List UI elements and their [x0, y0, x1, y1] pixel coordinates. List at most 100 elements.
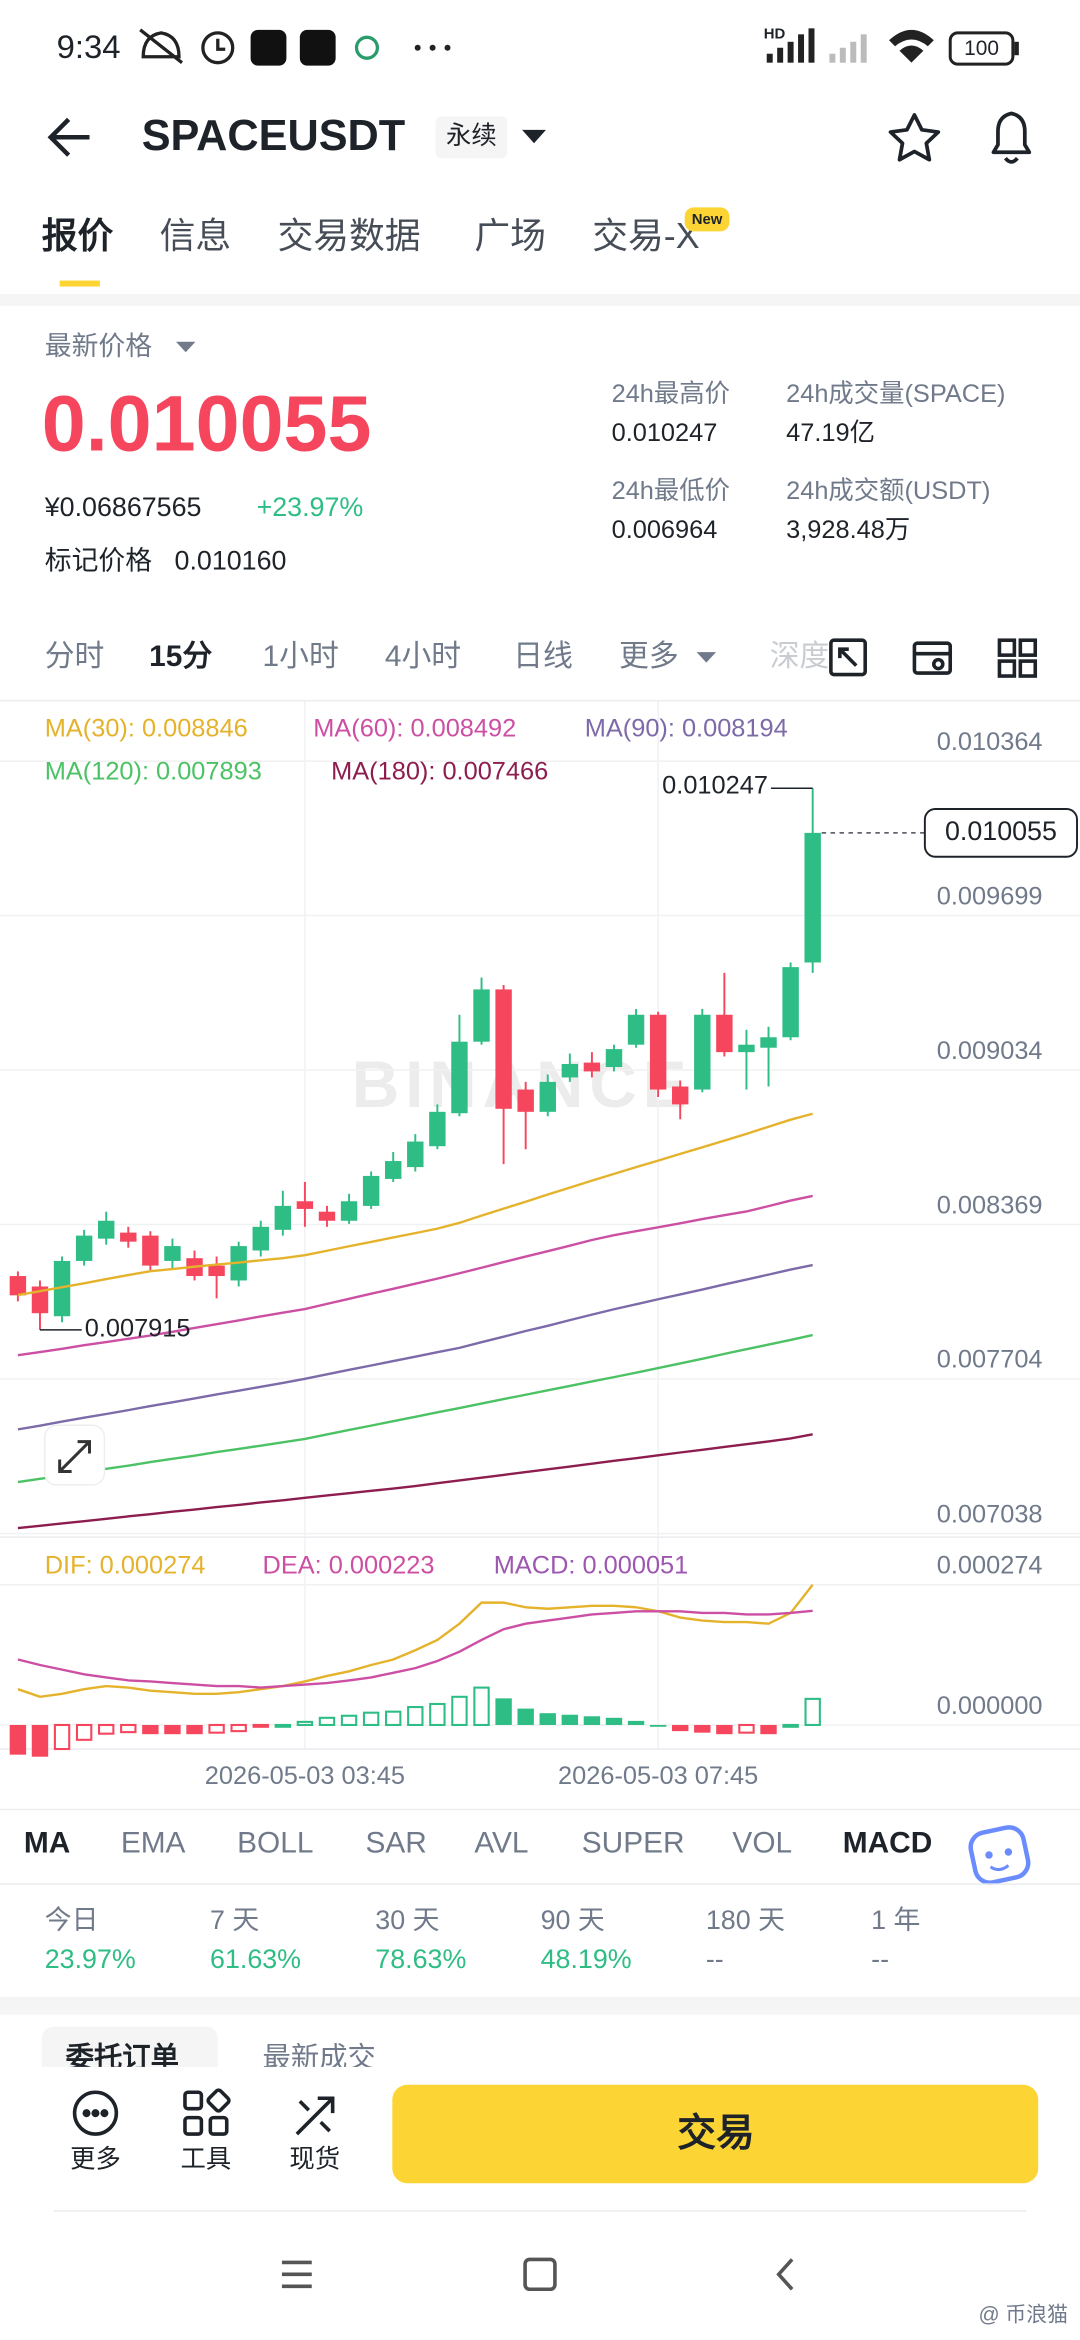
bottom-nav-label[interactable]: 更多 — [70, 2146, 121, 2174]
macd-bar — [142, 1724, 159, 1735]
candle-body — [75, 1235, 93, 1261]
macd-bar — [31, 1724, 49, 1757]
tab-indicator — [59, 280, 100, 287]
macd-bar — [473, 1686, 490, 1727]
macd-bar — [672, 1724, 689, 1732]
indicator-tab[interactable]: SAR — [365, 1826, 426, 1859]
indicator-tab[interactable]: SUPER — [582, 1826, 685, 1859]
macd-bar — [517, 1708, 534, 1725]
y-tick-label: 0.009699 — [937, 882, 1043, 910]
candle-body — [362, 1175, 380, 1206]
macd-bar — [561, 1714, 579, 1725]
candle-body — [296, 1201, 314, 1209]
symbol-dropdown[interactable] — [522, 129, 546, 144]
interval[interactable]: 4小时 — [385, 640, 461, 673]
divider — [0, 1996, 1080, 2015]
low-annotation: 0.007915 — [85, 1315, 191, 1343]
stat-label: 24h最高价 — [612, 380, 730, 408]
macd-bar — [9, 1724, 27, 1755]
tab[interactable]: 交易数据 — [277, 216, 420, 256]
performance-label: 今日 — [45, 1905, 99, 1935]
indicator-tab[interactable]: MA — [24, 1826, 70, 1859]
performance-label: 7 天 — [210, 1905, 259, 1935]
y-tick-label: 0.007704 — [937, 1346, 1043, 1374]
macd-bar — [738, 1723, 755, 1734]
indicator-tab[interactable]: MACD — [843, 1826, 932, 1859]
candle-body — [142, 1235, 159, 1266]
divider — [0, 699, 1080, 702]
tab[interactable]: 报价 — [42, 216, 114, 256]
tab[interactable]: 交易-X — [592, 216, 699, 256]
bottom-nav-label[interactable]: 现货 — [289, 2146, 340, 2174]
y-tick-label: 0.007038 — [937, 1500, 1043, 1528]
symbol[interactable]: SPACEUSDT — [142, 112, 405, 160]
candle-body — [429, 1111, 446, 1147]
interval[interactable]: 15分 — [149, 640, 212, 673]
battery-level: 100 — [964, 37, 999, 60]
tab[interactable]: 广场 — [474, 216, 546, 256]
candle-body — [649, 1014, 667, 1090]
stat-value: 0.006964 — [612, 516, 718, 544]
performance-value: 78.63% — [375, 1944, 466, 1974]
interval[interactable]: 1小时 — [263, 640, 339, 673]
signal-icons — [766, 28, 1019, 66]
macd-bar — [274, 1723, 292, 1728]
candle-body — [694, 1014, 711, 1090]
candle-body — [583, 1062, 601, 1072]
candle-body — [672, 1086, 689, 1105]
interval[interactable]: 日线 — [513, 640, 573, 673]
indicator-tab[interactable]: VOL — [732, 1826, 792, 1859]
system-nav[interactable] — [281, 2257, 794, 2292]
status-time: 9:34 — [57, 28, 121, 65]
candle-body — [252, 1226, 269, 1251]
bottom-nav-label[interactable]: 工具 — [180, 2146, 231, 2174]
legend-entry: MA(120): 0.007893 — [45, 758, 262, 786]
interval[interactable]: 分时 — [45, 640, 105, 673]
stat-label: 24h最低价 — [612, 477, 730, 505]
macd-bar — [75, 1723, 93, 1741]
indicator-tab[interactable]: EMA — [121, 1826, 186, 1859]
macd-bar — [340, 1714, 358, 1727]
candle-body — [9, 1276, 27, 1296]
stat-label: 24h成交量(SPACE) — [786, 380, 1005, 408]
back-button[interactable] — [47, 117, 90, 157]
candle-body — [539, 1081, 556, 1112]
interval[interactable]: 更多 — [619, 640, 679, 673]
ma-line — [17, 1112, 813, 1297]
candle-body — [804, 832, 821, 963]
trade-button[interactable] — [392, 2084, 1039, 2184]
tab[interactable]: 信息 — [160, 216, 232, 256]
assistant-icon[interactable] — [968, 1825, 1031, 1886]
more-dropdown[interactable] — [696, 652, 717, 663]
mark-price: 0.010160 — [175, 546, 287, 576]
bottom-icons[interactable] — [72, 2088, 335, 2136]
legend-entry: DEA: 0.000223 — [263, 1552, 435, 1580]
macd-bar — [120, 1723, 137, 1734]
x-tick-label: 2026-05-03 03:45 — [205, 1762, 405, 1790]
divider — [0, 1808, 1080, 1811]
macd-bar — [164, 1724, 181, 1735]
macd-bar — [362, 1711, 380, 1727]
candle-body — [716, 1014, 733, 1053]
candle-body — [120, 1232, 137, 1242]
ma-line — [17, 1263, 813, 1431]
y-tick-label: 0.010364 — [937, 728, 1043, 756]
candle-body — [340, 1201, 358, 1221]
macd-line — [17, 1583, 814, 1699]
last-price: 0.010055 — [42, 379, 372, 468]
alert-button[interactable] — [991, 111, 1032, 164]
price-type-dropdown[interactable] — [176, 341, 196, 353]
interval[interactable]: 深度 — [770, 640, 830, 673]
candle-body — [53, 1260, 71, 1317]
indicator-tab[interactable]: BOLL — [237, 1826, 313, 1859]
stat-label: 24h成交额(USDT) — [786, 477, 990, 505]
chart-tools[interactable] — [829, 638, 1038, 678]
last-price-box — [923, 808, 1078, 858]
candle-body — [164, 1246, 181, 1261]
price-type[interactable]: 最新价格 — [45, 331, 153, 361]
macd-bar — [583, 1716, 601, 1725]
favorite-button[interactable] — [888, 113, 941, 162]
indicator-tab[interactable]: AVL — [474, 1826, 528, 1859]
performance-label: 1 年 — [871, 1905, 920, 1935]
